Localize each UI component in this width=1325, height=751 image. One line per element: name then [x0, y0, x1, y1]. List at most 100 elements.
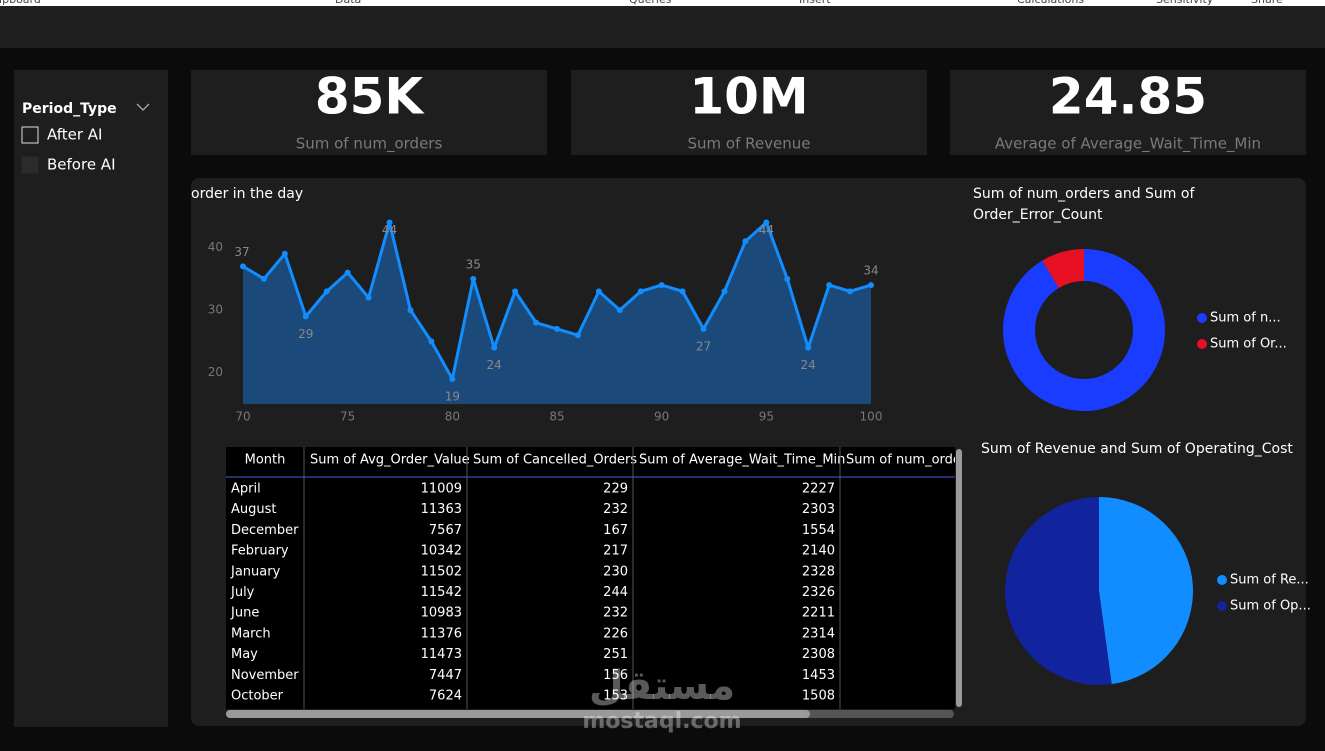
table-cell: 2326 [802, 585, 835, 600]
point [491, 344, 498, 351]
data-label: 35 [466, 257, 481, 271]
point [470, 275, 477, 282]
watermark: مستقل [589, 663, 735, 709]
card-label: Average of Average_Wait_Time_Min [995, 135, 1261, 154]
pie-slice [1099, 497, 1193, 685]
legend-label: Sum of Re... [1230, 573, 1309, 588]
toolbar [0, 6, 1325, 48]
table-cell: February [231, 544, 289, 559]
table-cell: 7624 [429, 689, 462, 704]
checkbox[interactable] [21, 156, 39, 174]
table-cell: March [231, 626, 271, 641]
table-cell: May [231, 647, 258, 662]
point [742, 238, 749, 245]
table-cell: 2314 [802, 626, 835, 641]
x-tick-label: 80 [445, 410, 460, 424]
slicer-option[interactable]: After AI [47, 126, 102, 144]
v-scrollbar[interactable] [956, 449, 962, 707]
table-cell: 251 [603, 647, 628, 662]
point [574, 332, 581, 339]
card-value: 85K [315, 68, 426, 126]
table-cell: 229 [603, 482, 628, 497]
table-cell: 156 [603, 668, 628, 683]
chart-title: Sum of num_orders and Sum of Order_Error_… [973, 186, 1195, 223]
table-cell: 2328 [802, 564, 835, 579]
point [240, 263, 246, 270]
point [449, 375, 456, 382]
table-cell: 2227 [802, 482, 835, 497]
card-label: Sum of Revenue [688, 135, 811, 153]
table-cell: 1554 [802, 523, 835, 538]
x-tick-label: 95 [759, 410, 774, 424]
table-cell: 7447 [429, 668, 462, 683]
table-cell: 2308 [802, 647, 835, 662]
slicer-chevron[interactable] [136, 103, 150, 111]
point [784, 275, 791, 282]
data-label: 19 [445, 389, 460, 403]
ribbon-label: Sensitivity [1156, 0, 1214, 6]
point [721, 288, 728, 295]
card-panel [571, 70, 927, 155]
table-cell: 10983 [421, 606, 462, 621]
table-cell: 10342 [421, 544, 462, 559]
point [616, 307, 623, 314]
table-cell: 217 [603, 544, 628, 559]
ribbon-strip [0, 0, 1325, 6]
legend-marker [1197, 339, 1207, 349]
table-cell: 7567 [429, 523, 462, 538]
point [344, 269, 351, 276]
donut-slice [1042, 249, 1084, 288]
card-panel [191, 70, 547, 155]
x-tick-label: 100 [860, 410, 883, 424]
table-cell: 153 [603, 689, 628, 704]
watermark: mostaql.com [582, 709, 741, 734]
y-tick-label: 40 [208, 240, 223, 254]
slicer-option[interactable]: Before AI [47, 156, 116, 174]
table-cell: 11502 [421, 564, 462, 579]
point [365, 294, 372, 301]
table-cell: 11376 [421, 626, 462, 641]
point [847, 288, 854, 295]
data-label: 44 [759, 223, 774, 237]
ribbon-label: lipboard [0, 0, 41, 6]
checkbox[interactable] [21, 126, 39, 144]
data-label: 27 [696, 339, 711, 353]
data-label: 44 [382, 223, 397, 237]
table-cell: November [231, 668, 299, 683]
point [260, 275, 267, 282]
column-header: Month [245, 453, 286, 468]
table-cell: 2303 [802, 502, 835, 517]
x-tick-label: 75 [340, 410, 355, 424]
slicer-panel [14, 70, 168, 727]
point [512, 288, 519, 295]
point [763, 219, 770, 226]
column-header: Sum of Cancelled_Orders [473, 453, 637, 468]
point [281, 250, 288, 257]
table-cell: 11363 [421, 502, 462, 517]
card-panel [950, 70, 1306, 155]
table-cell: 2211 [802, 606, 835, 621]
pie-slice [1004, 497, 1112, 686]
table-cell: April [231, 482, 261, 497]
point [595, 288, 602, 295]
point [323, 288, 330, 295]
legend-marker [1217, 601, 1227, 611]
table-cell: January [230, 564, 281, 579]
table-cell: 2140 [802, 544, 835, 559]
table: Month Sum of Avg_Order_Value Sum of Cancel… [226, 447, 955, 709]
point [868, 282, 874, 289]
data-label: 37 [234, 245, 249, 259]
ribbon-label: Share [1251, 0, 1283, 6]
x-tick-label: 70 [235, 410, 250, 424]
point [826, 282, 833, 289]
card-value: 24.85 [1049, 68, 1207, 126]
point [407, 307, 414, 314]
data-label: 24 [801, 358, 816, 372]
data-label: 34 [863, 264, 878, 278]
chart-title: Sum of Revenue and Sum of Operating_Cost [981, 441, 1293, 457]
table-cell: 11542 [421, 585, 462, 600]
y-tick-label: 20 [208, 365, 223, 379]
y-tick-label: 30 [208, 303, 223, 317]
table-cell: 11009 [421, 482, 462, 497]
h-scrollbar[interactable] [226, 710, 810, 718]
